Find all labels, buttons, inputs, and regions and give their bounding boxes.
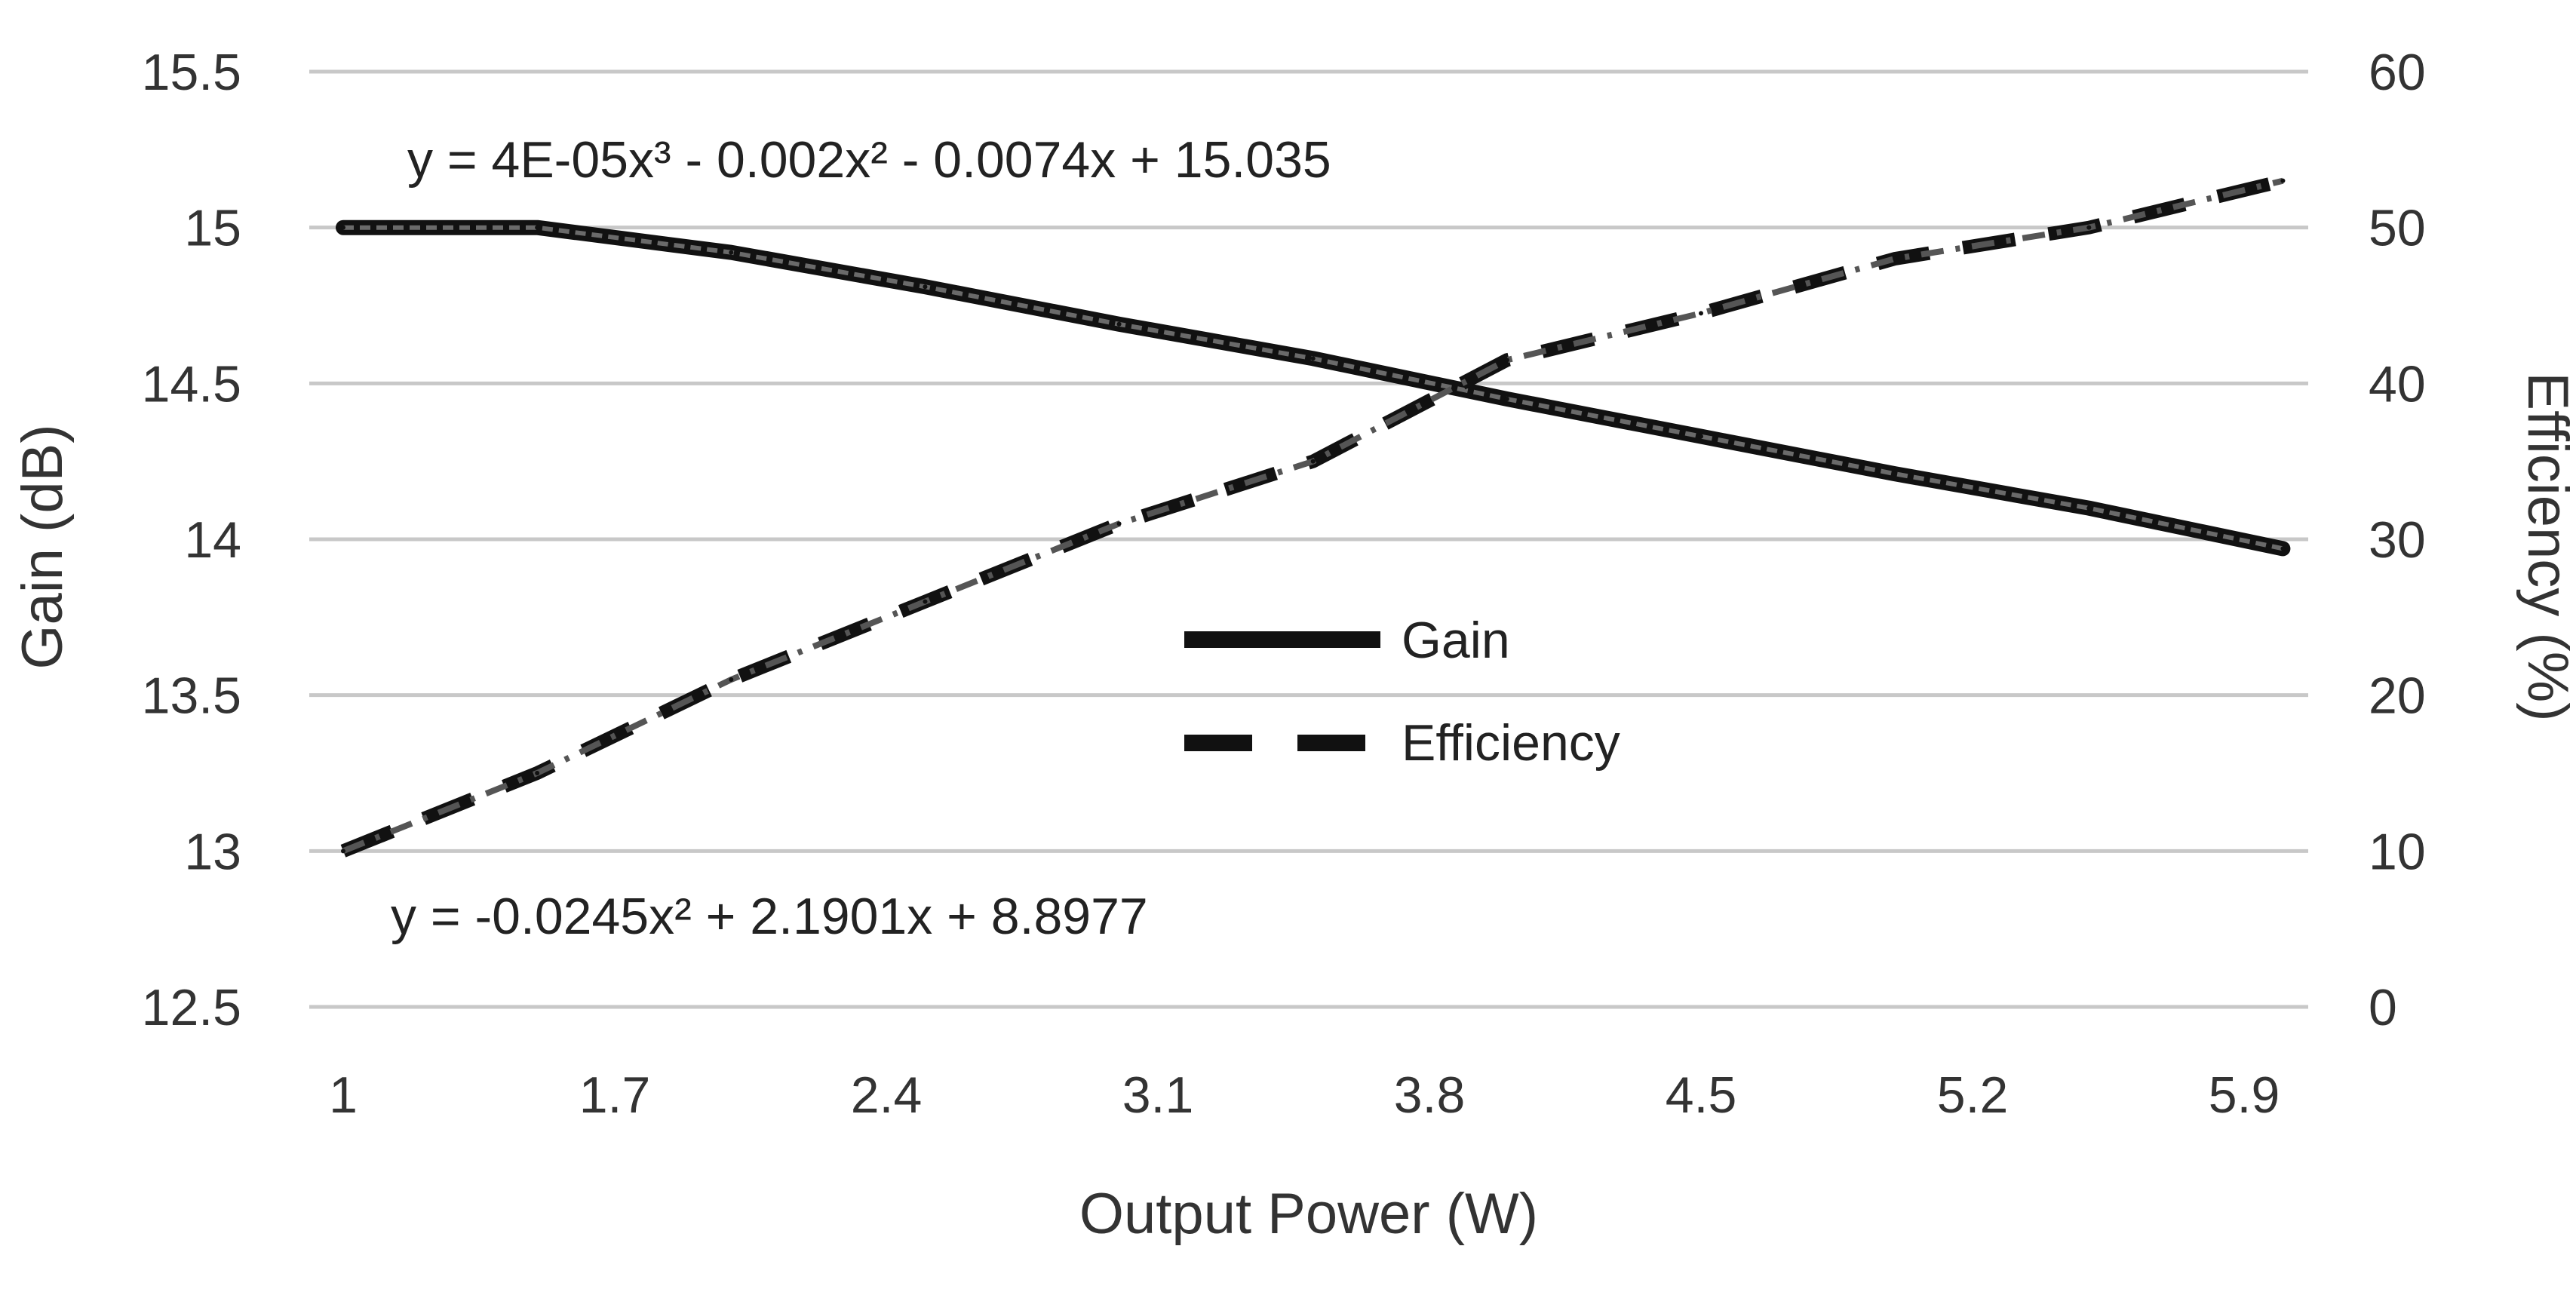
x-tick-label: 3.8 (1394, 1066, 1466, 1124)
y-tick-label: 15.5 (142, 44, 241, 101)
y2-axis-title: Efficiency (%) (2516, 372, 2576, 721)
gain-trendline (343, 225, 2284, 551)
gridlines (309, 69, 2308, 1009)
gain-point (1699, 434, 1703, 439)
efficiency-trendline-equation: y = -0.0245x² + 2.1901x + 8.8977 (391, 888, 1148, 945)
y-tick-label: 14 (184, 511, 241, 569)
efficiency-point (1699, 311, 1703, 316)
y-tick-label: 13 (184, 823, 241, 880)
x-tick-label: 5.2 (1937, 1066, 2009, 1124)
efficiency-point (1893, 256, 1898, 261)
x-tick-label: 1.7 (579, 1066, 651, 1124)
gain-point (729, 250, 734, 255)
efficiency-point (1116, 521, 1122, 526)
gain-point (923, 284, 928, 290)
y-tick-label: 13.5 (142, 667, 241, 725)
y2-tick-label: 20 (2369, 667, 2426, 725)
tick-labels: 15.5 60 15 50 14.5 40 14 30 13.5 20 13 10 12.5 0 1 1.7 2… (142, 44, 2426, 1124)
efficiency-point (535, 771, 540, 775)
x-axis-title: Output Power (W) (1079, 1182, 1538, 1246)
y2-tick-label: 0 (2369, 979, 2397, 1036)
gain-point (341, 225, 345, 230)
gain-point (1504, 397, 1509, 401)
y-tick-label: 12.5 (142, 979, 241, 1036)
y-tick-label: 14.5 (142, 355, 241, 413)
gain-point (1310, 356, 1316, 361)
efficiency-point (2086, 225, 2092, 230)
efficiency-point (923, 599, 928, 604)
gain-point (2280, 546, 2286, 551)
y-axis-title: Gain (dB) (11, 424, 75, 669)
gain-point (535, 225, 540, 230)
y2-tick-label: 60 (2369, 44, 2426, 101)
x-tick-label: 3.1 (1122, 1066, 1194, 1124)
efficiency-point (729, 677, 734, 682)
x-tick-label: 2.4 (851, 1066, 923, 1124)
y2-tick-label: 50 (2369, 200, 2426, 257)
legend-gain-label: Gain (1402, 612, 1510, 669)
gain-point (2086, 505, 2092, 511)
gain-series-line (336, 219, 2291, 557)
y2-tick-label: 30 (2369, 511, 2426, 569)
efficiency-point (1504, 358, 1509, 363)
x-tick-label: 4.5 (1666, 1066, 1737, 1124)
y2-tick-label: 40 (2369, 355, 2426, 413)
efficiency-point (1310, 459, 1316, 464)
legend-efficiency-label: Efficiency (1402, 714, 1620, 772)
x-tick-label: 1 (329, 1066, 358, 1124)
gain-point (1893, 471, 1898, 477)
series (336, 173, 2291, 858)
x-tick-label: 5.9 (2209, 1066, 2280, 1124)
legend: Gain Efficiency (1184, 612, 1620, 772)
efficiency-point (2280, 178, 2286, 183)
efficiency-point (341, 849, 345, 854)
y2-tick-label: 10 (2369, 823, 2426, 880)
gain-trendline-equation: y = 4E-05x³ - 0.002x² - 0.0074x + 15.035 (407, 131, 1331, 189)
gain-point (1116, 321, 1122, 327)
y-tick-label: 15 (184, 200, 241, 257)
